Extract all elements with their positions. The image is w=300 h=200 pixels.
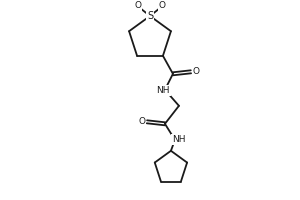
Text: NH: NH [172, 135, 186, 144]
Text: O: O [192, 67, 200, 76]
Text: NH: NH [156, 86, 170, 95]
Text: O: O [134, 1, 142, 10]
Text: S: S [147, 11, 153, 21]
Text: O: O [158, 1, 166, 10]
Text: O: O [138, 117, 146, 126]
